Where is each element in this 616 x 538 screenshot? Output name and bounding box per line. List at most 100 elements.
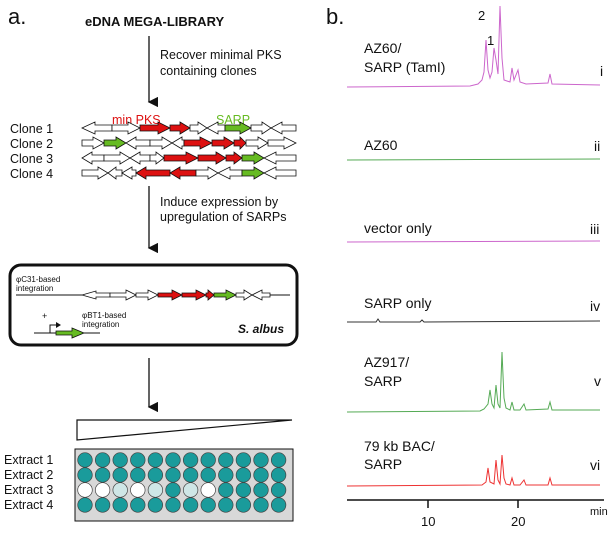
chromatogram-trace-1 xyxy=(346,5,601,88)
gene-arrow xyxy=(250,121,272,135)
plate-well xyxy=(94,497,111,513)
trace-3-numeral: iii xyxy=(590,221,599,237)
peak-label-2: 2 xyxy=(478,8,485,23)
gene-arrow xyxy=(245,136,269,150)
plate-well xyxy=(182,467,199,483)
pks-gene-arrow xyxy=(211,136,235,150)
plate-well xyxy=(130,452,146,468)
trace-4-numeral: iv xyxy=(590,298,600,314)
plate-well xyxy=(147,452,164,468)
pks-gene-arrow xyxy=(169,166,197,180)
gene-arrow xyxy=(121,166,137,180)
pks-gene-arrow xyxy=(163,151,199,165)
gene-arrow xyxy=(267,136,297,150)
chromatogram-trace-2 xyxy=(346,158,601,161)
extract-label-3: Extract 3 xyxy=(4,483,53,497)
plate-well xyxy=(147,482,164,498)
clone-label-1: Clone 1 xyxy=(10,122,53,136)
gene-arrow xyxy=(103,151,131,165)
trace-6-label-line2: SARP xyxy=(364,456,402,472)
trace-3-label: vector only xyxy=(364,220,432,236)
extract-label-2: Extract 2 xyxy=(4,468,53,482)
chromatogram-trace-4 xyxy=(347,318,601,323)
plate-well xyxy=(94,452,111,468)
sarp-gene-arrow xyxy=(241,151,265,165)
sarp-gene-arrow xyxy=(241,166,265,180)
min-pks-label: min PKS xyxy=(112,113,161,127)
trace-5-label-line1: AZ917/ xyxy=(364,354,409,370)
plate-well xyxy=(77,467,93,483)
plate-well xyxy=(165,497,181,513)
plate-well xyxy=(147,497,164,513)
gene-arrow xyxy=(109,289,137,301)
library-title: eDNA MEGA-LIBRARY xyxy=(85,14,224,29)
plate-well xyxy=(130,482,146,498)
chromatogram-trace-3 xyxy=(346,240,601,243)
step1-line1: Recover minimal PKS xyxy=(160,48,282,62)
plate-well xyxy=(270,482,287,498)
trace-1-label-line2: SARP (TamI) xyxy=(364,59,445,75)
plate-well xyxy=(130,497,146,513)
plate-well xyxy=(218,467,234,483)
trace-5-label-line2: SARP xyxy=(364,373,402,389)
pks-gene-arrow xyxy=(233,136,247,150)
panel-b: b. AZ60/ SARP (TamI) i 2 1 AZ60 ii vecto… xyxy=(326,4,608,529)
plate-well xyxy=(147,467,164,483)
pks-gene-arrow xyxy=(183,136,213,150)
plate-well xyxy=(218,497,234,513)
plate-well xyxy=(200,482,216,498)
plate-well xyxy=(253,452,269,468)
clone-label-4: Clone 4 xyxy=(10,167,53,181)
trace-2-numeral: ii xyxy=(594,138,600,154)
step1-line2: containing clones xyxy=(160,64,257,78)
plate-well xyxy=(112,497,128,513)
gene-arrow xyxy=(81,151,105,165)
gene-arrow xyxy=(81,121,113,135)
promoter-plus: + xyxy=(42,311,47,321)
clone-label-3: Clone 3 xyxy=(10,152,53,166)
pks-gene-arrow xyxy=(139,121,171,135)
gene-arrow xyxy=(81,136,105,150)
plate-well xyxy=(77,452,93,468)
gene-arrow xyxy=(263,166,297,180)
gene-arrow xyxy=(125,136,151,150)
trace-6-label-line1: 79 kb BAC/ xyxy=(364,438,435,454)
gene-arrow xyxy=(129,151,151,165)
plate-wells xyxy=(77,452,287,513)
clone-label-2: Clone 2 xyxy=(10,137,53,151)
plate-well xyxy=(200,497,216,513)
plate-well xyxy=(218,452,234,468)
gene-arrow xyxy=(217,166,243,180)
chromatogram-trace-6 xyxy=(346,454,600,487)
extract-label-4: Extract 4 xyxy=(4,498,53,512)
step2-line2: upregulation of SARPs xyxy=(160,210,286,224)
plate-well xyxy=(235,467,252,483)
plate-well xyxy=(77,482,93,498)
trace-6-numeral: vi xyxy=(590,457,600,473)
plate-well xyxy=(112,452,128,468)
extract-label-1: Extract 1 xyxy=(4,453,53,467)
plate-well xyxy=(112,467,128,483)
gene-arrow xyxy=(235,289,253,301)
panel-b-label: b. xyxy=(326,4,344,29)
gene-arrow xyxy=(270,121,297,135)
trace-1-numeral: i xyxy=(600,63,603,79)
plate-well xyxy=(165,467,181,483)
plate-well xyxy=(200,467,216,483)
plate-well xyxy=(182,452,199,468)
plate-well xyxy=(218,482,234,498)
gene-arrow xyxy=(263,151,297,165)
panel-a: a. eDNA MEGA-LIBRARY Recover minimal PKS… xyxy=(4,4,299,522)
sarp-gene-arrow xyxy=(224,121,252,135)
peak-label-1: 1 xyxy=(487,33,494,48)
phic31-label-1: φC31-based xyxy=(16,275,60,284)
strain-label: S. albus xyxy=(238,322,284,336)
plate-well xyxy=(112,482,128,498)
plate-well xyxy=(270,497,287,513)
trace-1-label-line1: AZ60/ xyxy=(364,40,401,56)
gene-arrow xyxy=(189,121,208,135)
plate-well xyxy=(77,497,93,513)
trace-2-label: AZ60 xyxy=(364,137,398,153)
gene-arrow xyxy=(135,289,159,301)
